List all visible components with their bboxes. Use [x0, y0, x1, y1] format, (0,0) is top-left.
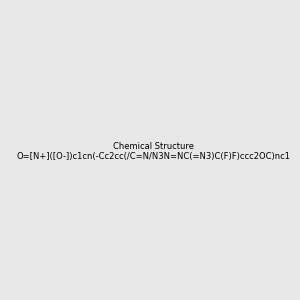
Text: Chemical Structure
O=[N+]([O-])c1cn(-Cc2cc(/C=N/N3N=NC(=N3)C(F)F)ccc2OC)nc1: Chemical Structure O=[N+]([O-])c1cn(-Cc2…: [17, 142, 291, 161]
